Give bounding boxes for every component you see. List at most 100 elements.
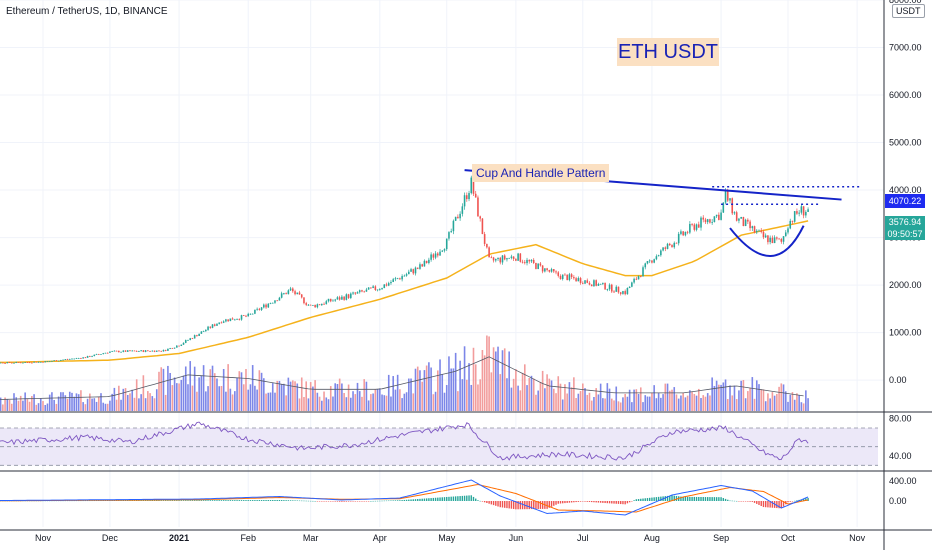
macd-histogram-bar [573, 501, 575, 503]
candle-body [216, 323, 218, 326]
candle-body [718, 214, 720, 220]
candle-body [200, 331, 203, 334]
volume-bar [178, 383, 180, 411]
macd-histogram-bar [521, 501, 524, 510]
candle-body [95, 354, 98, 355]
macd-histogram-bar [528, 501, 530, 510]
volume-bar [581, 383, 584, 411]
candle-body [441, 250, 444, 252]
rsi-tick-label: 80.00 [889, 414, 912, 424]
candle-body [312, 304, 314, 306]
macd-histogram-bar [256, 500, 258, 501]
macd-histogram-bar [441, 497, 443, 501]
volume-bar [187, 384, 189, 411]
candle-body [245, 315, 247, 317]
candle-body [673, 242, 676, 248]
candle-body [149, 351, 151, 352]
candle-body [751, 226, 754, 229]
macd-histogram-bar [122, 500, 124, 501]
volume-bar [548, 378, 551, 411]
candle-body [709, 219, 711, 223]
candle-body [686, 231, 689, 233]
volume-bar [242, 384, 245, 411]
macd-histogram-bar [421, 498, 423, 501]
candle-body [22, 362, 24, 364]
macd-histogram-bar [470, 495, 472, 501]
macd-histogram-bar [156, 500, 158, 501]
candle-body [169, 347, 171, 349]
volume-bar [738, 390, 740, 411]
candle-body [191, 338, 194, 340]
macd-histogram-bar [307, 500, 310, 502]
candle-body [269, 302, 272, 304]
candle-body [552, 269, 555, 272]
candle-body [300, 294, 303, 298]
macd-histogram-bar [446, 496, 448, 501]
macd-histogram-bar [396, 500, 399, 501]
macd-histogram-bar [457, 496, 459, 501]
volume-bars [0, 335, 809, 411]
candle-body [19, 362, 22, 364]
candle-body [713, 216, 716, 223]
macd-histogram-bar [608, 501, 611, 504]
price-tick-label: 6000.00 [889, 90, 922, 100]
macd-histogram-bar [680, 496, 682, 501]
macd-histogram-bar [588, 501, 591, 502]
macd-histogram-bar [483, 501, 486, 503]
candle-body [48, 361, 51, 362]
macd-histogram-bar [738, 501, 740, 502]
volume-bar [593, 396, 595, 411]
price-tick-label: 4000.00 [889, 185, 922, 195]
macd-tick-label: 0.00 [889, 496, 907, 506]
candle-body [557, 272, 560, 276]
volume-bar [220, 385, 223, 411]
macd-histogram-bar [548, 501, 551, 508]
candle-body [486, 243, 488, 248]
macd-histogram-bar [682, 496, 684, 501]
volume-bar [628, 389, 631, 411]
volume-bar [147, 391, 149, 411]
macd-histogram-bar [361, 501, 363, 502]
candle-body [211, 324, 214, 328]
volume-bar [644, 395, 647, 411]
candle-body [44, 361, 47, 363]
candle-body [566, 274, 568, 281]
macd-histogram-bar [220, 500, 223, 501]
candle-body [568, 274, 571, 281]
macd-histogram-bar [796, 500, 798, 501]
candle-body [782, 236, 785, 242]
candle-body [396, 278, 399, 280]
candle-body [242, 315, 245, 316]
macd-histogram-bar [749, 501, 751, 502]
candle-body [77, 358, 80, 359]
volume-bar [646, 396, 649, 411]
candle-body [51, 360, 53, 362]
volume-bar [733, 385, 736, 411]
candle-body [256, 308, 258, 310]
currency-button[interactable]: USDT [892, 4, 925, 18]
candle-body [234, 319, 236, 321]
candle-body [747, 219, 749, 222]
title-box: ETH USDT [617, 38, 719, 66]
candle-body [622, 291, 624, 294]
macd-histogram-bar [463, 495, 466, 501]
price-tick-label: 2000.00 [889, 280, 922, 290]
volume-bar [639, 387, 642, 411]
volume-bar [176, 383, 178, 411]
macd-histogram-bar [287, 500, 290, 501]
candle-body [477, 197, 479, 217]
volume-bar [55, 403, 58, 411]
candle-body [733, 212, 736, 214]
ma-line [0, 220, 809, 364]
macd-histogram-bar [385, 500, 388, 502]
candle-body [619, 292, 622, 294]
macd-histogram-bar [559, 501, 562, 504]
candle-body [550, 269, 553, 272]
candle-body [608, 284, 611, 290]
candle-body [577, 278, 580, 282]
volume-bar [245, 368, 247, 411]
macd-histogram-bar [327, 501, 330, 502]
candle-body [535, 262, 537, 269]
symbol-title: Ethereum / TetherUS, 1D, BINANCE [6, 6, 168, 17]
